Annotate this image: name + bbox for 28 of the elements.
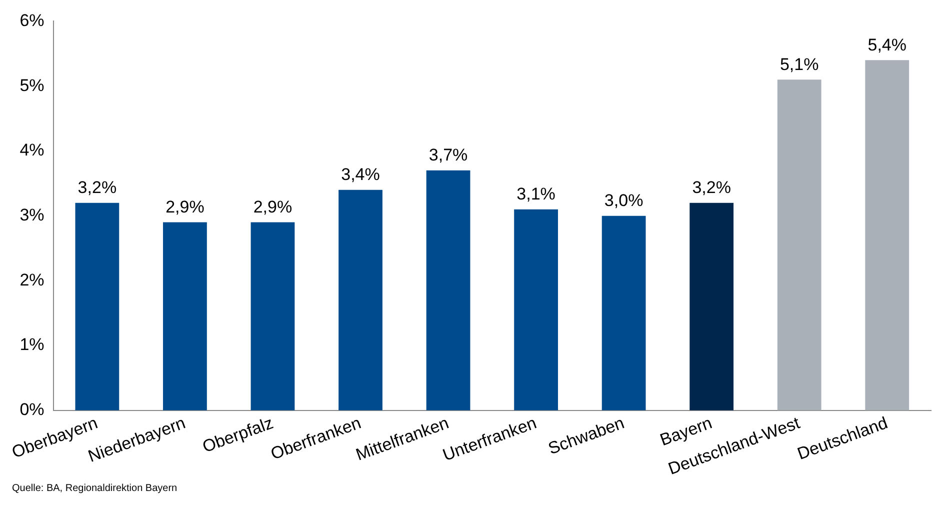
bar	[602, 216, 646, 410]
data-label: 3,2%	[692, 178, 731, 198]
y-tick-label: 0%	[20, 400, 44, 420]
data-label: 3,2%	[78, 178, 117, 198]
data-label: 3,1%	[516, 184, 556, 204]
source-note: Quelle: BA, Regionaldirektion Bayern	[12, 483, 178, 494]
bar	[338, 190, 382, 410]
bar	[865, 60, 910, 410]
bar	[777, 80, 822, 410]
data-label: 2,9%	[166, 197, 204, 216]
y-tick-label: 2%	[20, 270, 44, 290]
data-label: 5,4%	[868, 35, 906, 54]
data-label: 3,0%	[604, 191, 644, 210]
bar	[163, 222, 207, 410]
data-label: 2,9%	[253, 197, 292, 216]
data-label: 3,7%	[428, 146, 468, 165]
data-label: 5,1%	[780, 54, 819, 74]
bar	[75, 202, 120, 410]
bar	[250, 222, 295, 410]
y-tick-label: 3%	[20, 206, 44, 225]
y-tick-label: 4%	[20, 140, 44, 160]
y-tick-label: 5%	[20, 76, 44, 95]
bar	[514, 209, 558, 410]
bar	[690, 202, 734, 410]
bar	[426, 170, 470, 410]
data-label: 3,4%	[341, 165, 380, 184]
y-tick-label: 6%	[20, 10, 44, 30]
y-tick-label: 1%	[20, 335, 44, 354]
